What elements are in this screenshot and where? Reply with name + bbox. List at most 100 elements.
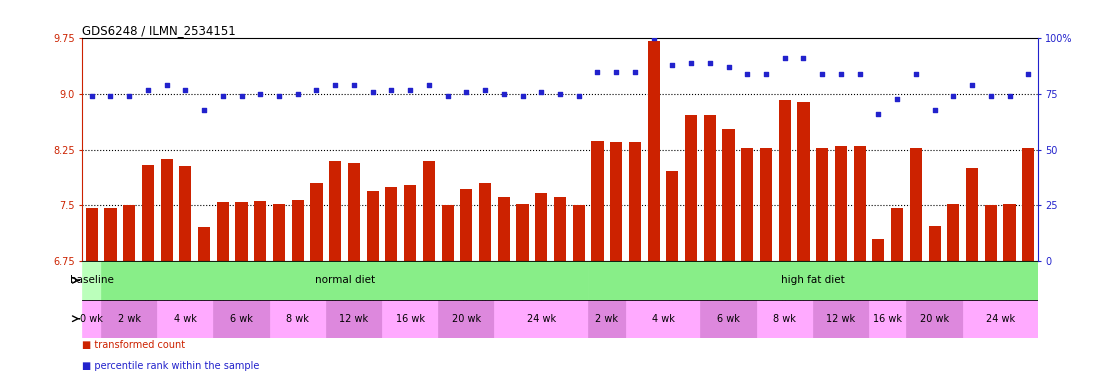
Bar — [757, 300, 813, 338]
Bar — [907, 300, 963, 338]
Point — [963, 82, 981, 88]
Bar — [910, 148, 922, 261]
Bar — [760, 147, 772, 261]
Point — [289, 91, 306, 97]
Point — [982, 93, 999, 99]
Bar — [834, 146, 847, 261]
Point — [1019, 71, 1037, 77]
Bar — [438, 300, 494, 338]
Bar — [553, 197, 567, 261]
Point — [345, 82, 362, 88]
Bar — [497, 197, 509, 261]
Bar — [326, 300, 382, 338]
Text: ■ percentile rank within the sample: ■ percentile rank within the sample — [82, 361, 260, 371]
Bar — [948, 204, 960, 261]
Point — [214, 93, 232, 99]
Bar — [685, 115, 697, 261]
Text: normal diet: normal diet — [314, 275, 374, 285]
Bar — [142, 165, 154, 261]
Point — [102, 93, 120, 99]
Text: high fat diet: high fat diet — [781, 275, 844, 285]
Point — [363, 89, 381, 95]
Point — [720, 64, 738, 70]
Point — [795, 55, 813, 61]
Text: 0 wk: 0 wk — [80, 314, 103, 324]
Bar — [123, 205, 135, 261]
Bar — [441, 205, 453, 261]
Text: 16 wk: 16 wk — [873, 314, 903, 324]
Bar — [985, 205, 997, 261]
Point — [607, 69, 625, 75]
Text: 20 wk: 20 wk — [451, 314, 481, 324]
Point — [907, 71, 925, 77]
Point — [421, 82, 438, 88]
Bar — [101, 300, 157, 338]
Point — [477, 86, 494, 93]
Text: GDS6248 / ILMN_2534151: GDS6248 / ILMN_2534151 — [82, 24, 236, 37]
Bar — [104, 208, 116, 261]
Bar — [494, 300, 589, 338]
Point — [776, 55, 794, 61]
Text: baseline: baseline — [70, 275, 114, 285]
Text: ■ transformed count: ■ transformed count — [82, 340, 186, 350]
Point — [739, 71, 757, 77]
Text: 12 wk: 12 wk — [827, 314, 855, 324]
Text: 4 wk: 4 wk — [173, 314, 197, 324]
Bar — [592, 141, 604, 261]
Bar — [629, 142, 641, 261]
Point — [944, 93, 962, 99]
Point — [626, 69, 643, 75]
Point — [814, 71, 831, 77]
Text: 24 wk: 24 wk — [986, 314, 1015, 324]
Text: 16 wk: 16 wk — [395, 314, 425, 324]
Point — [758, 71, 775, 77]
Bar — [385, 187, 397, 261]
Bar — [273, 204, 285, 261]
Bar — [813, 300, 869, 338]
Bar — [853, 146, 865, 261]
Bar — [704, 115, 716, 261]
Point — [533, 89, 550, 95]
Bar — [610, 142, 623, 261]
Point — [233, 93, 250, 99]
Point — [402, 86, 419, 93]
Bar — [589, 300, 626, 338]
Point — [495, 91, 513, 97]
Bar — [216, 202, 228, 261]
Point — [514, 93, 531, 99]
Point — [121, 93, 138, 99]
Bar — [741, 147, 753, 261]
Bar — [1022, 148, 1034, 261]
Text: 2 wk: 2 wk — [117, 314, 141, 324]
Bar — [213, 300, 270, 338]
Point — [458, 89, 475, 95]
Bar — [255, 201, 267, 261]
Bar — [348, 163, 360, 261]
Point — [439, 93, 457, 99]
Point — [663, 62, 681, 68]
Bar — [382, 300, 438, 338]
Bar — [86, 208, 98, 261]
Bar — [292, 200, 304, 261]
Text: 8 wk: 8 wk — [287, 314, 310, 324]
Bar — [797, 101, 809, 261]
Bar — [198, 227, 210, 261]
Bar — [589, 261, 1038, 300]
Text: 6 wk: 6 wk — [231, 314, 253, 324]
Point — [551, 91, 569, 97]
Bar — [329, 161, 341, 261]
Point — [326, 82, 344, 88]
Bar — [82, 300, 101, 338]
Point — [570, 93, 587, 99]
Bar — [929, 226, 941, 261]
Bar — [179, 166, 191, 261]
Bar — [311, 183, 323, 261]
Text: 6 wk: 6 wk — [717, 314, 740, 324]
Point — [870, 111, 887, 117]
Point — [832, 71, 850, 77]
Point — [851, 71, 869, 77]
Bar — [516, 204, 528, 261]
Point — [682, 60, 699, 66]
Text: 8 wk: 8 wk — [773, 314, 796, 324]
Point — [382, 86, 400, 93]
